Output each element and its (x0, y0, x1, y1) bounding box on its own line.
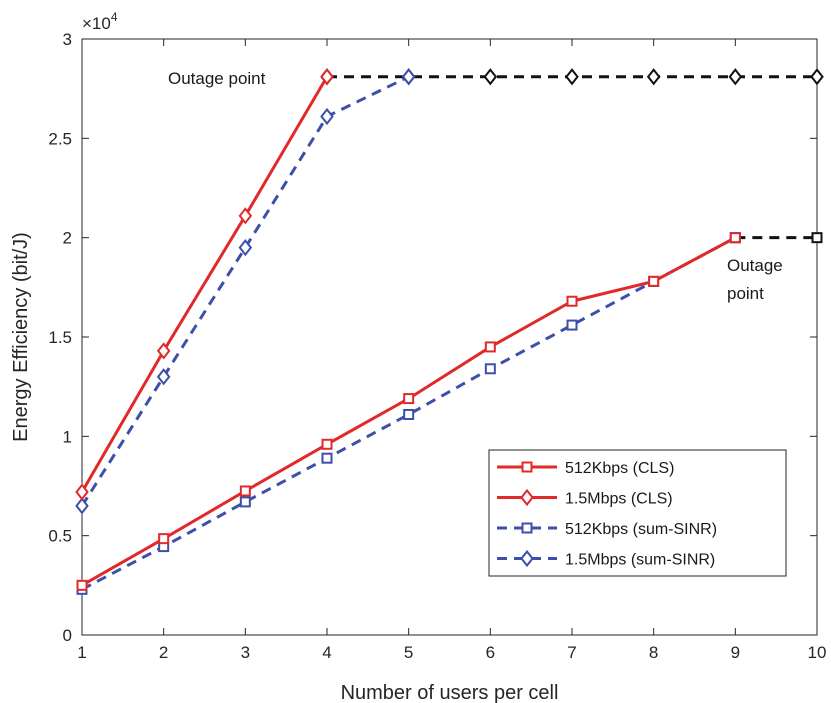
y-axis-multiplier: ×104 (82, 10, 118, 33)
legend-label: 1.5Mbps (CLS) (565, 491, 673, 508)
x-tick-label: 2 (159, 643, 168, 662)
series-marker (76, 579, 88, 591)
x-tick-label: 10 (808, 643, 827, 662)
legend-entry: 1.5Mbps (sum-SINR) (497, 549, 715, 569)
outage-marker (810, 68, 824, 86)
series-marker (75, 483, 89, 501)
legend-box (488, 449, 787, 577)
series-marker (239, 496, 251, 508)
legend-entry: 1.5Mbps (CLS) (497, 488, 673, 508)
annotation-outage-2-line: point (727, 284, 764, 303)
annotation-outage-2-line: Outage (727, 256, 783, 275)
series-marker (648, 275, 660, 287)
legend-swatch-marker (520, 549, 534, 568)
axes: 1 2 3 4 5 6 7 8 9 10 0 0.5 1 1.5 2 2.5 3 ×104 Number of us… (10, 10, 826, 703)
legend-swatch-marker (521, 522, 533, 534)
series-marker (321, 438, 333, 450)
series-4 (75, 68, 416, 515)
series-line (80, 75, 329, 493)
y-tick-label: 0.5 (48, 527, 72, 546)
legend-label: 512Kbps (sum-SINR) (565, 521, 717, 538)
legend-label: 1.5Mbps (sum-SINR) (565, 552, 715, 569)
series-marker (156, 368, 171, 386)
series-1 (76, 232, 741, 591)
x-tick-label: 1 (77, 643, 86, 662)
series-marker (158, 533, 170, 545)
series-marker (484, 341, 496, 353)
series-marker (403, 393, 415, 405)
y-axis-title: Energy Efficiency (bit/J) (10, 232, 32, 442)
legend: 512Kbps (CLS) 1.5Mbps (CLS) 512Kbps (sum-S… (488, 449, 787, 577)
series-marker (566, 319, 578, 331)
series-line (81, 236, 737, 591)
y-tick-label: 1 (63, 427, 72, 446)
x-tick-label: 7 (567, 643, 576, 662)
y-tick-label: 1.5 (48, 328, 72, 347)
x-tick-label: 9 (731, 643, 740, 662)
x-axis-title: Number of users per cell (341, 682, 559, 703)
series-2 (75, 68, 334, 501)
legend-entry: 512Kbps (sum-SINR) (497, 521, 717, 538)
y-tick-label: 0 (63, 626, 72, 645)
series-marker (729, 232, 741, 244)
x-tick-label: 6 (486, 643, 495, 662)
series-marker (156, 342, 171, 360)
legend-label: 512Kbps (CLS) (565, 460, 674, 477)
legend-swatch-marker (520, 488, 534, 507)
outage-marker (483, 68, 498, 86)
annotation-outage-1: Outage point (168, 69, 266, 88)
outage-marker (565, 68, 579, 86)
outage-marker (646, 68, 661, 86)
y-tick-label: 2.5 (48, 129, 72, 148)
x-tick-label: 8 (649, 643, 658, 662)
outage-marker (811, 232, 823, 244)
legend-swatch-marker (521, 461, 533, 473)
outage-marker (728, 68, 743, 86)
series-marker (403, 408, 415, 420)
series-marker (320, 107, 334, 126)
series-marker (566, 295, 578, 307)
series-marker (484, 363, 496, 375)
series-marker (238, 207, 253, 225)
x-tick-label: 3 (241, 643, 250, 662)
series-marker (320, 68, 334, 86)
series-marker (401, 68, 416, 86)
x-tick-label: 5 (404, 643, 413, 662)
x-tick-label: 4 (322, 643, 331, 662)
series-marker (75, 497, 89, 515)
series-layer (75, 68, 824, 595)
annotation-layer: Outage point Outage point (168, 69, 783, 303)
series-marker (321, 452, 333, 464)
series-marker (238, 238, 253, 257)
series-marker (239, 485, 251, 497)
y-tick-label: 3 (63, 30, 72, 49)
y-tick-label: 2 (63, 229, 72, 248)
legend-entry: 512Kbps (CLS) (497, 460, 674, 477)
